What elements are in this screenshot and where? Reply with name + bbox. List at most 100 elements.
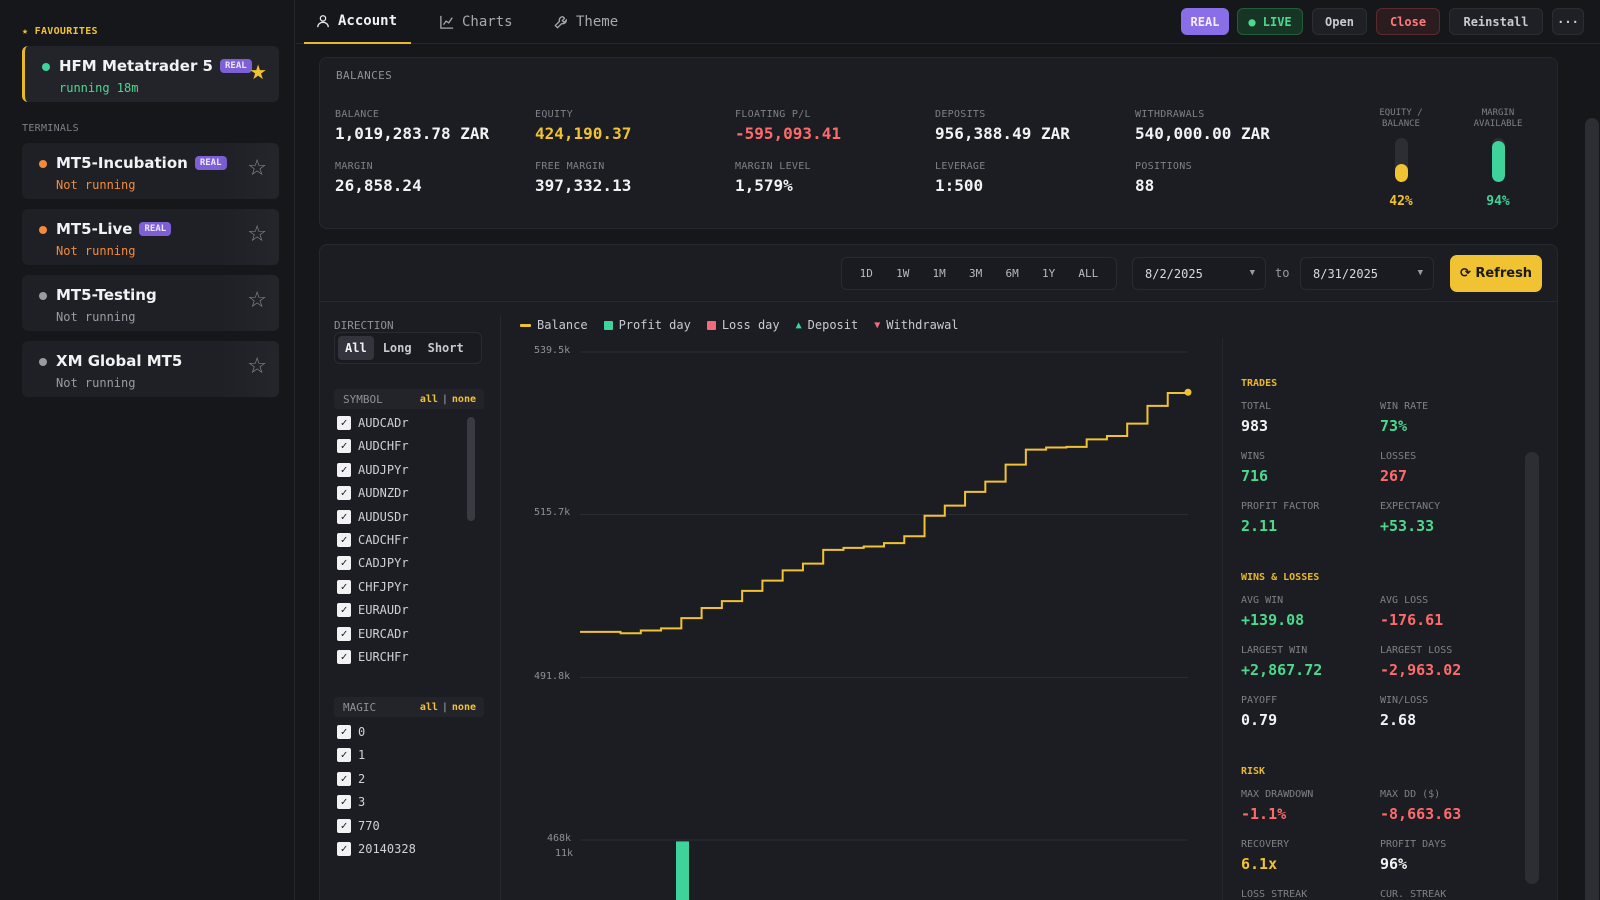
terminal-card[interactable]: XM Global MT5 Not running ☆: [22, 341, 279, 397]
terminal-card[interactable]: MT5-Incubation REAL Not running ☆: [22, 143, 279, 199]
select-none-link[interactable]: none: [451, 393, 476, 405]
magic-item[interactable]: ✓ 2: [337, 769, 365, 789]
star-area: [219, 143, 279, 199]
symbol-item[interactable]: ✓ CHFJPYr: [337, 577, 409, 597]
stat-label: AVG LOSS: [1380, 595, 1429, 606]
checkbox-checked-icon[interactable]: ✓: [337, 725, 351, 739]
symbol-name: AUDNZDr: [358, 486, 409, 501]
stat-label: WITHDRAWALS: [1135, 109, 1205, 120]
direction-selector: All Long Short: [334, 332, 482, 364]
checkbox-checked-icon[interactable]: ✓: [337, 556, 351, 571]
refresh-button[interactable]: ⟳ Refresh: [1450, 255, 1542, 292]
checkbox-checked-icon[interactable]: ✓: [337, 818, 351, 833]
symbol-item[interactable]: ✓ AUDCHFr: [337, 436, 409, 456]
checkbox-checked-icon[interactable]: ✓: [337, 842, 351, 856]
page-scrollbar[interactable]: [1585, 118, 1599, 900]
symbol-item[interactable]: ✓ EURCADr: [337, 624, 409, 644]
magic-item[interactable]: ✓ 770: [337, 816, 380, 836]
direction-short[interactable]: Short: [427, 341, 464, 355]
legend-square-swatch: [603, 320, 613, 330]
legend-label: Deposit: [807, 318, 859, 332]
range-button-all[interactable]: ALL: [1078, 267, 1099, 280]
symbol-item[interactable]: ✓ AUDJPYr: [337, 460, 409, 480]
checkbox-checked-icon[interactable]: ✓: [337, 486, 351, 501]
terminal-card[interactable]: MT5-Live REAL Not running ☆: [22, 209, 279, 265]
checkbox-checked-icon[interactable]: ✓: [337, 626, 351, 641]
star-outline-icon[interactable]: ☆: [247, 288, 267, 313]
magic-item[interactable]: ✓ 1: [337, 745, 365, 765]
tab-account[interactable]: Account: [304, 0, 412, 44]
to-label: to: [1275, 266, 1290, 280]
gauge-track: [1491, 138, 1505, 182]
range-button-1m[interactable]: 1M: [932, 267, 946, 280]
star-outline-icon[interactable]: ☆: [247, 156, 267, 181]
select-all-link[interactable]: all: [419, 393, 438, 405]
stat-free-margin: FREE MARGIN 397,332.13: [535, 161, 631, 195]
symbol-name: CADCHFr: [358, 533, 409, 547]
star-area: [219, 341, 279, 397]
checkbox-checked-icon[interactable]: ✓: [337, 650, 351, 664]
stat-label: AVG WIN: [1241, 595, 1284, 606]
terminal-card[interactable]: MT5-Testing Not running ☆: [22, 275, 279, 331]
symbol-item[interactable]: ✓ AUDUSDr: [337, 507, 409, 527]
tab-charts[interactable]: Charts: [440, 0, 513, 44]
filter-divider: [500, 315, 501, 900]
magic-item[interactable]: ✓ 0: [337, 722, 365, 742]
checkbox-checked-icon[interactable]: ✓: [337, 795, 351, 810]
symbol-item[interactable]: ✓ AUDCADr: [337, 413, 409, 433]
symbol-item[interactable]: ✓ EURCHFr: [337, 647, 409, 667]
checkbox-checked-icon[interactable]: ✓: [337, 579, 351, 594]
reinstall-button[interactable]: Reinstall: [1449, 8, 1543, 35]
select-all-link[interactable]: all: [419, 701, 438, 713]
balances-panel: BALANCES BALANCE 1,019,283.78 ZAR EQUITY 4…: [319, 57, 1558, 229]
range-button-6m[interactable]: 6M: [1005, 267, 1019, 280]
stat-value: 1:500: [935, 176, 984, 195]
magic-item[interactable]: ✓ 3: [337, 792, 365, 812]
symbol-item[interactable]: ✓ EURAUDr: [337, 600, 409, 620]
symbol-name: CHFJPYr: [358, 579, 409, 594]
symbol-name: AUDUSDr: [358, 509, 409, 524]
star-outline-icon[interactable]: ☆: [247, 222, 267, 247]
star-outline-icon[interactable]: ☆: [247, 354, 267, 379]
symbol-item[interactable]: ✓ AUDNZDr: [337, 483, 409, 503]
y-tick-label: 468k: [547, 833, 572, 844]
range-button-1y[interactable]: 1Y: [1041, 267, 1056, 280]
user-icon: [317, 15, 329, 28]
open-button[interactable]: Open: [1312, 8, 1367, 35]
stat-profit-factor: PROFIT FACTOR 2.11: [1241, 501, 1319, 535]
select-none-link[interactable]: none: [451, 701, 476, 713]
date-to-input[interactable]: 8/31/2025 ▼: [1300, 257, 1434, 290]
symbol-scrollbar[interactable]: [467, 417, 475, 521]
checkbox-checked-icon[interactable]: ✓: [337, 603, 351, 618]
stat-payoff: PAYOFF 0.79: [1241, 695, 1277, 729]
range-button-1d[interactable]: 1D: [859, 267, 873, 280]
checkbox-checked-icon[interactable]: ✓: [337, 509, 351, 524]
checkbox-checked-icon[interactable]: ✓: [337, 462, 351, 477]
symbol-item[interactable]: ✓ CADCHFr: [337, 530, 409, 550]
symbol-item[interactable]: ✓ CADJPYr: [337, 553, 409, 573]
direction-all[interactable]: All: [338, 336, 374, 360]
checkbox-checked-icon[interactable]: ✓: [337, 533, 351, 547]
terminal-card-favourite[interactable]: HFM Metatrader 5 REAL running 18m ★: [22, 46, 279, 102]
magic-label: MAGIC: [343, 700, 377, 714]
star-filled-icon[interactable]: ★: [249, 60, 267, 84]
range-button-3m[interactable]: 3M: [969, 267, 983, 280]
more-menu-button[interactable]: ···: [1552, 8, 1584, 35]
close-button[interactable]: Close: [1376, 8, 1440, 35]
checkbox-checked-icon[interactable]: ✓: [337, 416, 351, 430]
terminal-name: HFM Metatrader 5: [59, 57, 213, 75]
range-button-1w[interactable]: 1W: [896, 267, 910, 280]
status-dot: [39, 226, 47, 234]
legend-item: ▼ Withdrawal: [874, 318, 958, 332]
checkbox-checked-icon[interactable]: ✓: [337, 771, 351, 786]
stat-label: LOSSES: [1380, 451, 1417, 462]
date-from-input[interactable]: 8/2/2025 ▼: [1132, 257, 1266, 290]
stats-scrollbar[interactable]: [1525, 452, 1539, 884]
direction-long[interactable]: Long: [382, 341, 412, 355]
checkbox-checked-icon[interactable]: ✓: [337, 748, 351, 763]
tab-theme[interactable]: Theme: [554, 0, 618, 44]
checkbox-checked-icon[interactable]: ✓: [337, 439, 351, 454]
magic-item[interactable]: ✓ 20140328: [337, 839, 416, 859]
legend-label: Profit day: [618, 318, 691, 332]
stat-expectancy: EXPECTANCY +53.33: [1380, 501, 1440, 535]
